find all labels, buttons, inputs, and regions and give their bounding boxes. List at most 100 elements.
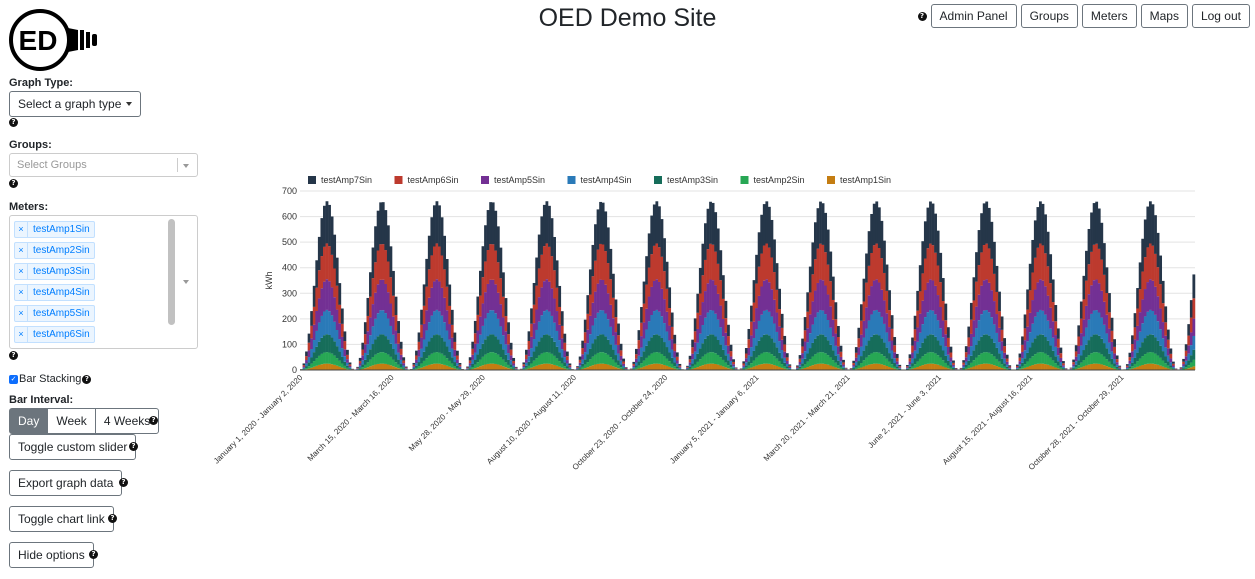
bar-segment bbox=[698, 359, 702, 367]
bar-segment bbox=[829, 357, 833, 366]
maps-button[interactable]: Maps bbox=[1140, 4, 1188, 28]
groups-button[interactable]: Groups bbox=[1020, 4, 1078, 28]
chevron-down-icon[interactable] bbox=[183, 164, 189, 168]
bar-segment bbox=[1156, 355, 1160, 365]
bar-segment bbox=[430, 287, 434, 316]
bar-segment bbox=[489, 363, 493, 370]
bar-segment bbox=[1028, 263, 1032, 291]
bar-segment bbox=[906, 368, 909, 370]
bar-segment bbox=[386, 364, 390, 370]
bar-segment bbox=[732, 366, 735, 368]
help-icon[interactable]: ? bbox=[108, 514, 117, 523]
bar-segment bbox=[1049, 283, 1053, 308]
bar-segment bbox=[967, 360, 971, 366]
bar-segment bbox=[466, 366, 470, 368]
bar-stacking-checkbox[interactable]: ✓ bbox=[9, 374, 18, 384]
bar-segment bbox=[1087, 294, 1091, 320]
help-icon[interactable]: ? bbox=[9, 351, 18, 360]
bar-segment bbox=[376, 250, 380, 285]
bar-segment bbox=[1143, 289, 1147, 317]
bar-segment bbox=[328, 281, 331, 312]
bar-segment bbox=[727, 353, 730, 361]
bar-segment bbox=[964, 352, 968, 358]
remove-icon[interactable]: × bbox=[15, 243, 28, 258]
bar-segment bbox=[328, 311, 331, 335]
help-icon[interactable]: ? bbox=[149, 416, 158, 425]
bar-segment bbox=[614, 367, 618, 370]
bar-segment bbox=[1026, 352, 1030, 362]
remove-icon[interactable]: × bbox=[15, 327, 28, 342]
help-icon[interactable]: ? bbox=[9, 179, 18, 188]
bar-segment bbox=[1085, 365, 1088, 370]
interval-week-button[interactable]: Week bbox=[47, 408, 96, 434]
help-icon[interactable]: ? bbox=[129, 442, 138, 451]
bar-segment bbox=[535, 285, 539, 310]
bar-segment bbox=[813, 338, 817, 355]
bar-segment bbox=[987, 352, 991, 364]
bar-segment bbox=[872, 245, 876, 281]
bar-segment bbox=[504, 354, 508, 363]
graph-type-dropdown[interactable]: Select a graph type bbox=[9, 91, 142, 117]
bar-segment bbox=[358, 360, 362, 364]
bar-segment bbox=[530, 308, 533, 324]
groups-select[interactable]: Select Groups bbox=[9, 153, 198, 177]
bar-segment bbox=[946, 337, 950, 347]
bar-segment bbox=[1077, 360, 1081, 366]
remove-icon[interactable]: × bbox=[15, 306, 28, 321]
bar-segment bbox=[489, 244, 493, 280]
bar-segment bbox=[514, 367, 518, 369]
bar-segment bbox=[755, 328, 758, 346]
meters-button[interactable]: Meters bbox=[1081, 4, 1137, 28]
toggle-chart-link-button[interactable]: Toggle chart link bbox=[9, 506, 114, 532]
bar-segment bbox=[1018, 364, 1022, 367]
toggle-custom-slider-button[interactable]: Toggle custom slider bbox=[9, 434, 137, 460]
help-icon[interactable]: ? bbox=[119, 478, 128, 487]
help-icon[interactable]: ? bbox=[9, 118, 18, 127]
bar-segment bbox=[949, 346, 953, 353]
bar-segment bbox=[448, 360, 452, 367]
interval-4-weeks-button[interactable]: 4 Weeks bbox=[94, 408, 160, 434]
bar-segment bbox=[842, 367, 845, 369]
bar-segment bbox=[619, 364, 623, 368]
bar-segment bbox=[762, 352, 766, 364]
logout-button[interactable]: Log out bbox=[1191, 4, 1250, 28]
remove-icon[interactable]: × bbox=[15, 285, 28, 300]
remove-icon[interactable]: × bbox=[15, 222, 28, 237]
bar-segment bbox=[330, 337, 334, 354]
remove-icon[interactable]: × bbox=[15, 264, 28, 279]
bar-segment bbox=[724, 362, 728, 368]
bar-segment bbox=[788, 365, 792, 367]
help-icon[interactable]: ? bbox=[89, 550, 98, 559]
bar-segment bbox=[1000, 358, 1004, 365]
help-icon[interactable]: ? bbox=[82, 374, 92, 384]
scrollbar[interactable] bbox=[168, 219, 175, 325]
chevron-down-icon[interactable] bbox=[183, 280, 189, 284]
bar-segment bbox=[397, 368, 400, 370]
bar-segment bbox=[975, 252, 978, 282]
bar-segment bbox=[778, 288, 781, 310]
bar-segment bbox=[877, 335, 881, 353]
bar-segment bbox=[568, 365, 572, 367]
interval-day-button[interactable]: Day bbox=[9, 408, 49, 434]
bar-segment bbox=[727, 336, 730, 346]
bar-segment bbox=[435, 279, 439, 310]
bar-segment bbox=[479, 334, 482, 349]
bar-segment bbox=[972, 360, 976, 367]
meters-select[interactable]: × testAmp1Sin × testAmp2Sin × testAmp3Sin ×… bbox=[9, 215, 198, 349]
hide-options-button[interactable]: Hide options bbox=[9, 542, 94, 568]
admin-panel-button[interactable]: Admin Panel bbox=[930, 4, 1017, 28]
bar-segment bbox=[895, 361, 899, 365]
help-icon[interactable]: ? bbox=[917, 11, 927, 21]
bar-segment bbox=[476, 314, 480, 331]
bar-segment bbox=[537, 355, 541, 365]
bar-segment bbox=[647, 296, 651, 322]
export-graph-data-button[interactable]: Export graph data bbox=[9, 470, 123, 496]
bar-segment bbox=[972, 277, 976, 301]
bar-segment bbox=[931, 352, 935, 364]
legend-label: testAmp7Sin bbox=[321, 175, 372, 185]
bar-segment bbox=[440, 255, 444, 288]
bar-segment bbox=[936, 340, 940, 356]
bar-segment bbox=[476, 330, 480, 344]
bar-segment bbox=[1085, 305, 1088, 328]
bar-segment bbox=[601, 279, 605, 311]
